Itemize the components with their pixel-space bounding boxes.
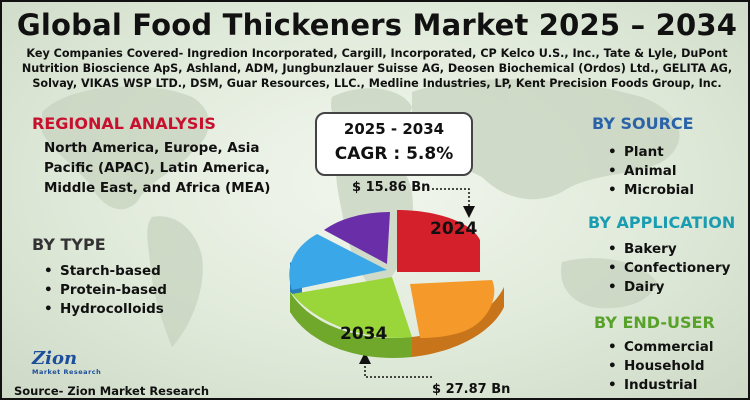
logo-name: Zion	[32, 348, 78, 369]
pie-slice-green	[292, 277, 412, 338]
by-type-item-1: Starch-based	[60, 263, 161, 279]
list-item: • Starch-based	[44, 262, 167, 281]
bullet-icon: •	[608, 144, 617, 160]
cagr-years: 2025 - 2034	[343, 120, 445, 138]
cagr-value: CAGR : 5.8%	[334, 144, 454, 164]
by-source-item-1: Plant	[624, 144, 664, 160]
key-companies-text: Key Companies Covered- Ingredion Incorpo…	[21, 47, 733, 90]
page-title: Global Food Thickeners Market 2025 – 203…	[16, 8, 738, 42]
bullet-icon: •	[608, 339, 617, 355]
by-application-heading: BY APPLICATION	[588, 213, 736, 232]
regional-analysis-heading: REGIONAL ANALYSIS	[32, 114, 216, 133]
list-item: • Bakery	[608, 240, 730, 259]
pie-label-2024: 2024	[430, 219, 477, 239]
list-item: • Confectionery	[608, 259, 730, 278]
pointer-2034	[359, 352, 432, 378]
zion-logo: Zion Market Research	[32, 350, 122, 384]
cagr-box: 2025 - 2034 CAGR : 5.8%	[315, 112, 473, 176]
by-type-heading: BY TYPE	[32, 235, 106, 254]
by-source-item-3: Microbial	[624, 182, 695, 198]
pie-slice-red	[397, 210, 480, 272]
bullet-icon: •	[608, 182, 617, 198]
logo-subtitle: Market Research	[32, 368, 102, 376]
by-end-user-item-3: Industrial	[624, 377, 698, 393]
regional-analysis-text: North America, Europe, Asia Pacific (APA…	[44, 140, 271, 196]
by-end-user-item-2: Household	[624, 358, 705, 374]
bullet-icon: •	[608, 241, 617, 257]
pie-label-2034: 2034	[340, 324, 387, 344]
pie-chart: 2024 2034	[289, 188, 504, 378]
by-end-user-heading: BY END-USER	[594, 313, 715, 332]
pie-slice-blue	[289, 234, 387, 290]
pie-green-side	[290, 292, 412, 358]
list-item: • Household	[608, 357, 714, 376]
bullet-icon: •	[608, 163, 617, 179]
bullet-icon: •	[608, 358, 617, 374]
by-application-item-1: Bakery	[624, 241, 677, 257]
list-item: • Plant	[608, 143, 694, 162]
value-2024-label: $ 15.86 Bn	[352, 180, 431, 195]
by-source-list: • Plant • Animal • Microbial	[608, 143, 694, 200]
by-type-item-3: Hydrocolloids	[60, 301, 164, 317]
value-2034-label: $ 27.87 Bn	[432, 382, 511, 397]
bullet-icon: •	[44, 301, 53, 317]
bullet-icon: •	[44, 263, 53, 279]
by-end-user-item-1: Commercial	[624, 339, 714, 355]
list-item: • Industrial	[608, 376, 714, 395]
by-application-item-2: Confectionery	[624, 260, 731, 276]
list-item: • Commercial	[608, 338, 714, 357]
by-type-list: • Starch-based • Protein-based • Hydrocollo…	[44, 262, 167, 319]
list-item: • Protein-based	[44, 281, 167, 300]
bullet-icon: •	[608, 279, 617, 295]
by-source-item-2: Animal	[624, 163, 677, 179]
pie-slice-orange	[410, 280, 495, 338]
bullet-icon: •	[608, 377, 617, 393]
by-application-item-3: Dairy	[624, 279, 665, 295]
by-type-item-2: Protein-based	[60, 282, 167, 298]
pointer-2024	[432, 188, 475, 218]
list-item: • Dairy	[608, 278, 730, 297]
bullet-icon: •	[608, 260, 617, 276]
by-end-user-list: • Commercial • Household • Industrial	[608, 338, 714, 395]
list-item: • Animal	[608, 162, 694, 181]
bullet-icon: •	[44, 282, 53, 298]
pie-slice-purple	[324, 212, 390, 264]
pie-orange-side	[412, 287, 504, 357]
list-item: • Microbial	[608, 181, 694, 200]
by-application-list: • Bakery • Confectionery • Dairy	[608, 240, 730, 297]
by-source-heading: BY SOURCE	[592, 114, 694, 133]
list-item: • Hydrocolloids	[44, 300, 167, 319]
source-text: Source- Zion Market Research	[14, 384, 210, 398]
